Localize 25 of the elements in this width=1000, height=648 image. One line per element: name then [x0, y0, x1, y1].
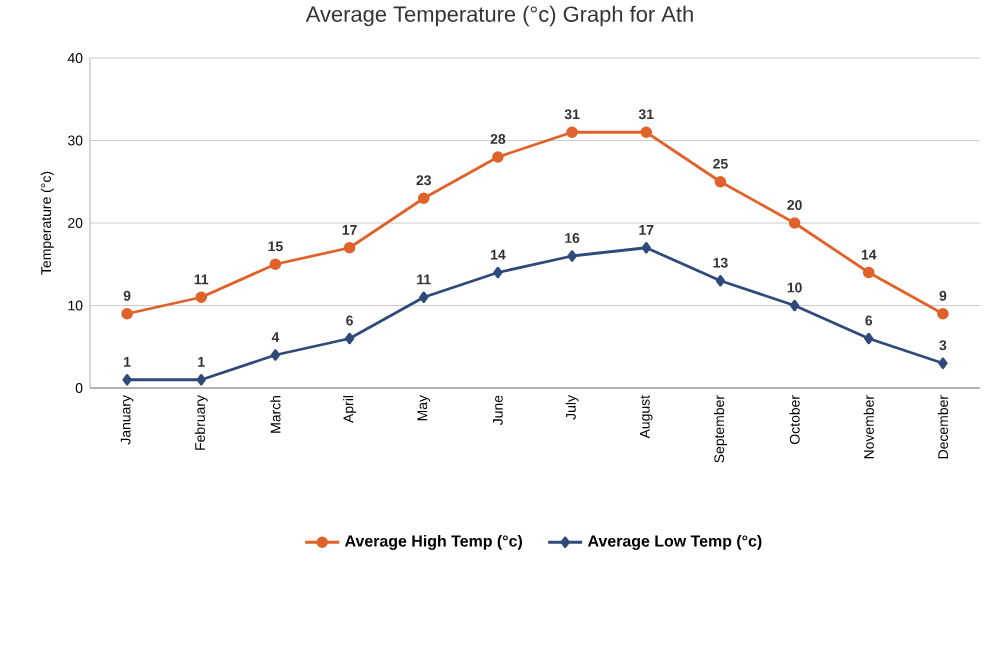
point [715, 274, 726, 287]
point [567, 250, 577, 262]
point [492, 151, 504, 163]
point [937, 307, 949, 320]
point [270, 349, 281, 361]
point [493, 266, 503, 279]
point [343, 241, 356, 254]
point [417, 192, 430, 205]
point [122, 373, 132, 386]
point [714, 175, 727, 188]
point [864, 332, 874, 345]
point [640, 126, 653, 139]
point [788, 217, 801, 229]
point [641, 241, 651, 254]
point [938, 357, 948, 370]
point [344, 332, 355, 345]
point [419, 291, 429, 304]
chart-title: Average Temperature (°c) Graph for Ath [305, 5, 693, 27]
point [121, 307, 133, 320]
point [566, 126, 578, 139]
point [862, 266, 875, 279]
point [789, 299, 800, 312]
point [196, 373, 206, 386]
point [269, 258, 282, 271]
point [195, 291, 208, 304]
